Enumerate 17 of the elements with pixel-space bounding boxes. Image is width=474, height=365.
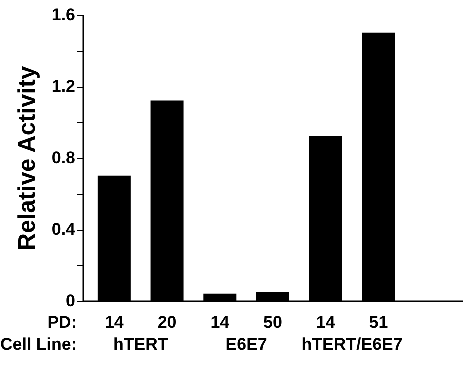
- y-tick-label: 0.4: [52, 220, 76, 239]
- x-tick-label: 14: [316, 313, 336, 332]
- y-tick-label: 0.8: [52, 148, 76, 168]
- x-tick-label: 50: [264, 313, 282, 332]
- text: E6E7: [226, 335, 268, 354]
- text: hTERT/E6E7: [302, 335, 403, 354]
- y-tick-label: 0: [66, 292, 76, 310]
- text: hTERT: [113, 335, 169, 354]
- y-tick-label: 1.2: [52, 77, 76, 96]
- y-axis-title: Relative Activity: [14, 66, 41, 251]
- x-tick-label: 51: [369, 313, 388, 332]
- text: PD:: [48, 313, 77, 332]
- x-tick-label: 14: [210, 313, 230, 332]
- x-tick-label: 14: [104, 313, 124, 332]
- x-tick-label: 20: [158, 313, 177, 332]
- text: Cell Line:: [0, 335, 77, 354]
- y-tick-label: 1.6: [52, 6, 76, 24]
